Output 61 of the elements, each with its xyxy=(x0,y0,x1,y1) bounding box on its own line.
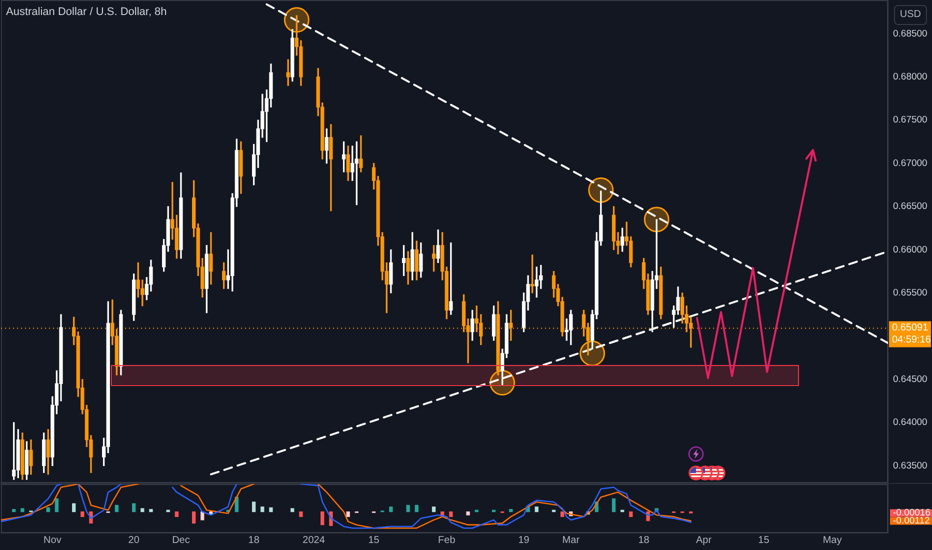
x-tick-label: Feb xyxy=(438,534,456,546)
bar xyxy=(320,511,324,526)
x-tick-label: 20 xyxy=(128,534,140,546)
bar xyxy=(346,511,350,517)
y-tick-label: 0.67500 xyxy=(893,114,928,126)
y-axis-title: USD xyxy=(894,5,927,25)
y-tick-label: 0.67000 xyxy=(893,158,928,169)
y-tick-label: 0.63500 xyxy=(893,460,928,472)
x-tick-label: Nov xyxy=(44,534,62,546)
bar xyxy=(269,507,273,512)
bar xyxy=(389,506,393,512)
bar xyxy=(290,508,294,512)
candlestick xyxy=(359,135,363,172)
x-tick-label: 2024 xyxy=(302,534,326,546)
bar xyxy=(560,511,564,517)
x-tick-label: May xyxy=(822,534,842,546)
bar xyxy=(192,511,196,524)
text: 04:59:16 xyxy=(892,334,932,346)
x-tick-label: 15 xyxy=(368,534,380,546)
x-tick-label: Mar xyxy=(562,534,580,546)
y-tick-label: 0.65500 xyxy=(893,288,928,299)
bar xyxy=(140,508,144,512)
x-tick-label: Dec xyxy=(172,534,190,546)
x-tick-label: Apr xyxy=(696,534,712,546)
bar xyxy=(414,504,418,512)
bar xyxy=(534,506,538,512)
y-tick-label: 0.66000 xyxy=(893,244,928,256)
x-tick-label: 18 xyxy=(248,534,260,546)
bar xyxy=(12,508,16,512)
bar xyxy=(132,503,136,512)
bar xyxy=(72,503,76,512)
y-tick-label: 0.68000 xyxy=(893,72,928,83)
bar xyxy=(406,504,410,512)
y-tick-label: 0.64500 xyxy=(893,374,928,385)
bar xyxy=(149,508,153,512)
x-tick-label: 18 xyxy=(638,534,650,546)
x-tick-label: 15 xyxy=(758,534,770,546)
bar xyxy=(20,508,24,512)
y-tick-label: -0.00112 xyxy=(893,516,930,527)
bar xyxy=(509,508,513,512)
ref-line-label: 0.65091 xyxy=(892,322,929,334)
bar xyxy=(299,511,303,517)
text: Australian Dollar / U.S. Dollar, 8h xyxy=(6,6,167,19)
bar xyxy=(612,498,616,512)
bar xyxy=(440,511,444,516)
x-tick-label: 19 xyxy=(518,534,530,546)
y-tick-label: 0.68500 xyxy=(893,28,928,40)
bar xyxy=(252,502,256,512)
bar xyxy=(260,506,264,512)
bar xyxy=(54,498,59,512)
y-tick-label: 0.64000 xyxy=(893,417,928,428)
bar xyxy=(174,511,179,517)
bar xyxy=(449,511,453,517)
bar xyxy=(466,511,470,516)
y-tick-label: 0.66500 xyxy=(893,201,928,212)
bar xyxy=(114,504,119,512)
bar xyxy=(46,507,50,512)
candlestick xyxy=(449,242,453,315)
bar xyxy=(432,506,436,512)
bar xyxy=(80,511,84,517)
bar xyxy=(629,511,633,517)
